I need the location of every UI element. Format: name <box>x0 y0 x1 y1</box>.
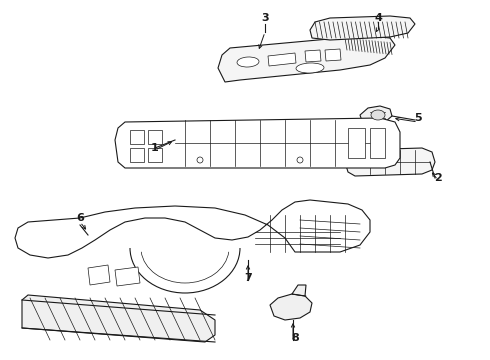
Polygon shape <box>292 285 306 296</box>
Polygon shape <box>270 294 312 320</box>
Text: 7: 7 <box>244 273 252 283</box>
Polygon shape <box>115 267 140 286</box>
Ellipse shape <box>237 57 259 67</box>
Ellipse shape <box>296 63 324 73</box>
Polygon shape <box>130 130 144 144</box>
Text: 6: 6 <box>76 213 84 223</box>
Polygon shape <box>325 49 341 61</box>
Text: 1: 1 <box>151 143 159 153</box>
Polygon shape <box>148 148 162 162</box>
Ellipse shape <box>371 110 385 120</box>
Circle shape <box>197 157 203 163</box>
Polygon shape <box>370 128 385 158</box>
Polygon shape <box>130 148 144 162</box>
Polygon shape <box>115 118 400 168</box>
Text: 8: 8 <box>291 333 299 343</box>
Text: 3: 3 <box>261 13 269 23</box>
Polygon shape <box>305 50 321 62</box>
Polygon shape <box>88 265 110 285</box>
Polygon shape <box>15 200 370 258</box>
Polygon shape <box>22 295 215 342</box>
Polygon shape <box>148 130 162 144</box>
Polygon shape <box>360 106 392 124</box>
Circle shape <box>297 157 303 163</box>
Text: 2: 2 <box>434 173 442 183</box>
Polygon shape <box>268 53 296 66</box>
Text: 5: 5 <box>414 113 422 123</box>
Polygon shape <box>310 16 415 40</box>
Polygon shape <box>218 36 395 82</box>
Text: 4: 4 <box>374 13 382 23</box>
Polygon shape <box>345 148 435 176</box>
Polygon shape <box>348 128 365 158</box>
